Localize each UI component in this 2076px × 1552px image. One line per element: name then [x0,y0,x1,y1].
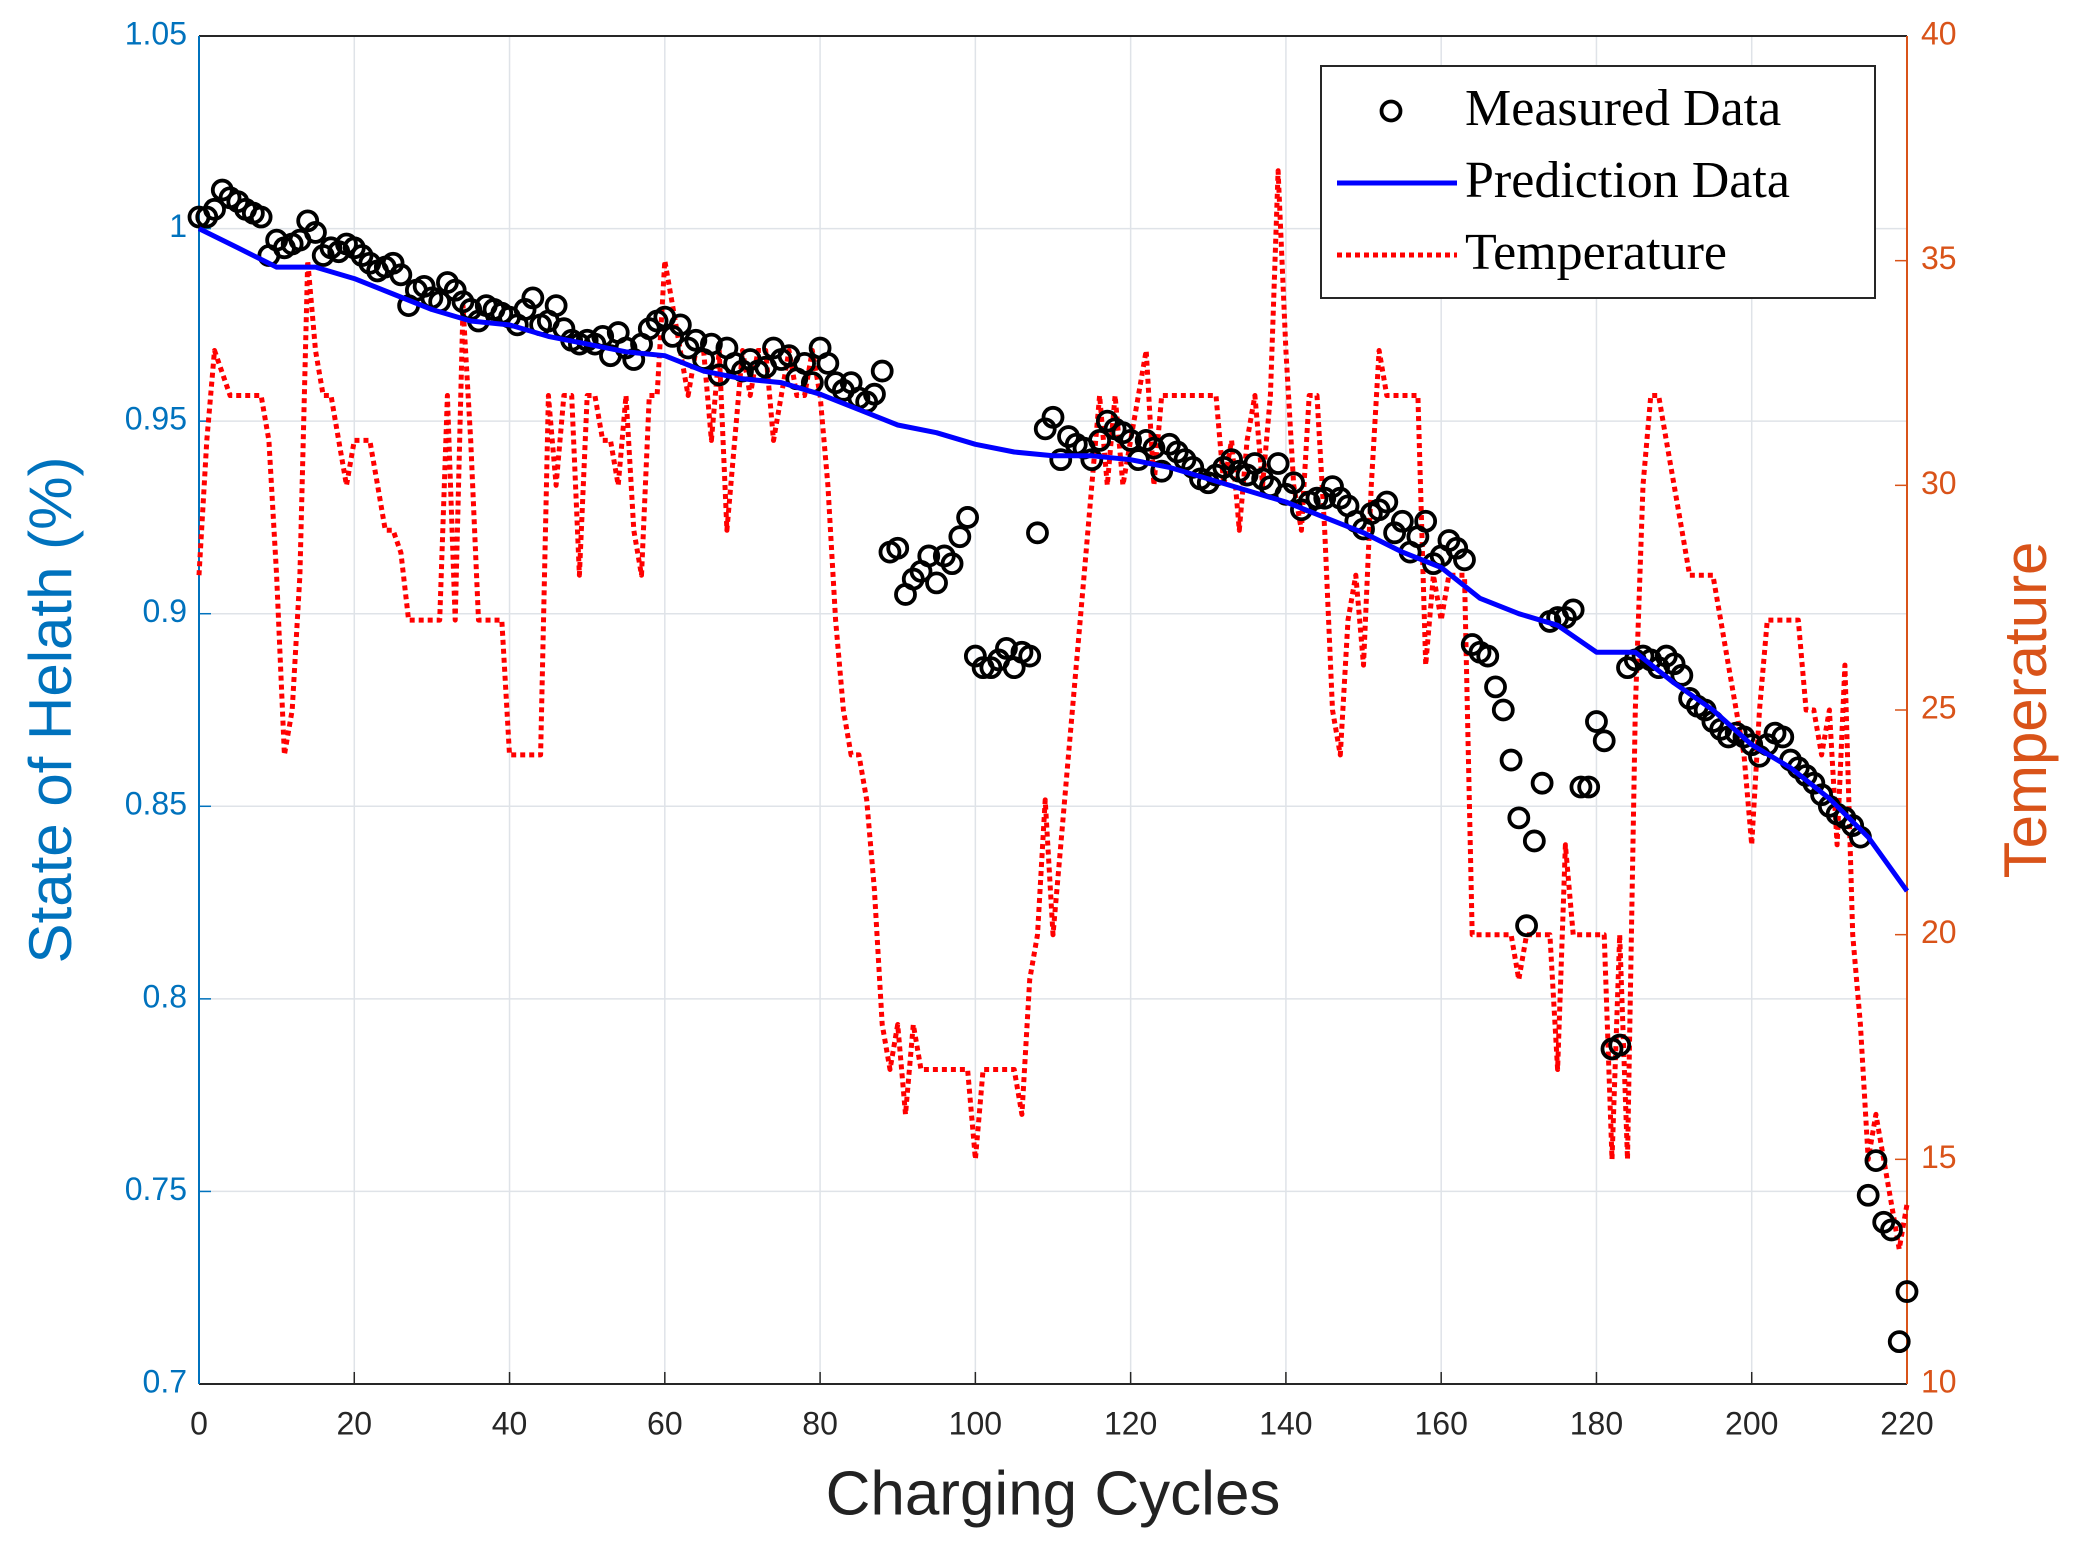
x-tick-label: 20 [336,1405,372,1441]
data-point [1282,471,1306,495]
data-point [1592,729,1616,753]
y2-tick-label: 25 [1921,689,1957,725]
data-point [1266,452,1290,475]
y2-axis-title: Temperature [1992,542,2059,879]
data-point [1856,1183,1880,1207]
data-point [1119,428,1143,452]
data-point [1608,1033,1632,1057]
x-tick-label: 100 [949,1405,1002,1441]
y2-tick-label: 20 [1921,914,1957,950]
y-tick-label: 0.7 [143,1363,187,1399]
data-point [1049,448,1073,472]
y-tick-label: 0.8 [143,978,187,1014]
x-tick-label: 80 [802,1405,838,1441]
x-tick-label: 60 [647,1405,683,1441]
data-point [521,286,545,310]
x-tick-label: 180 [1570,1405,1623,1441]
data-point [1305,486,1329,510]
y-tick-label: 0.75 [125,1171,187,1207]
y2-tick-label: 35 [1921,240,1957,276]
data-point [389,263,413,287]
data-point [668,313,692,337]
data-point [1476,644,1500,668]
data-point [1041,405,1065,429]
legend-text: Prediction Data [1465,152,1790,209]
x-tick-label: 220 [1880,1405,1933,1441]
y-tick-label: 0.95 [125,401,187,437]
y2-tick-label: 10 [1921,1363,1957,1399]
data-point [1390,509,1414,533]
data-point [1522,829,1546,853]
data-point [684,328,708,352]
data-point [793,351,816,375]
data-point [304,221,327,244]
data-point [1507,806,1531,830]
data-point [1026,521,1049,545]
x-tick-label: 140 [1259,1405,1312,1441]
legend-text: Temperature [1465,224,1727,281]
data-point [1771,725,1795,749]
data-point [995,636,1018,660]
data-point [1880,1218,1903,1242]
series-line [196,168,1910,1252]
y-tick-label: 0.9 [143,593,187,629]
data-point [1561,598,1585,622]
legend-text: Measured Data [1465,80,1781,137]
data-point [1150,459,1174,483]
y2-tick-label: 30 [1921,465,1957,501]
y-tick-label: 0.85 [125,786,187,822]
data-point [956,506,979,529]
y-tick-label: 1 [169,208,187,244]
data-point [1887,1330,1911,1354]
x-tick-label: 40 [492,1405,528,1441]
data-point [544,294,568,318]
data-point [886,536,910,560]
data-point [1515,914,1538,938]
data-point [1569,775,1593,799]
x-tick-label: 120 [1104,1405,1157,1441]
data-point [917,544,941,568]
x-tick-label: 200 [1725,1405,1778,1441]
data-point [1491,698,1515,722]
data-point [940,552,964,576]
data-point [1499,748,1523,772]
data-point [1414,509,1438,533]
x-tick-label: 160 [1414,1405,1467,1441]
data-point [1088,428,1111,452]
data-point [863,382,886,406]
y-axis-title: State of Helath (%) [17,457,84,964]
data-point [870,359,894,383]
x-axis-title: Charging Cycles [826,1459,1281,1528]
y2-tick-label: 15 [1921,1139,1957,1175]
data-point [1895,1280,1919,1303]
data-point [1142,436,1166,460]
data-point [1577,775,1601,799]
y2-tick-label: 40 [1921,15,1957,51]
data-point [1530,771,1554,795]
legend-marker [1379,99,1403,123]
data-point [1375,490,1399,514]
data-point [249,205,273,229]
data-point [203,197,226,221]
data-point [1453,548,1476,572]
data-point [1585,710,1608,733]
x-tick-label: 0 [190,1405,208,1441]
series-line [197,226,1910,893]
data-point [925,571,948,595]
data-point [1080,448,1104,472]
data-point [948,525,972,549]
data-point [816,351,840,375]
data-point [1484,675,1507,699]
data-point [1670,663,1694,687]
data-point [1864,1149,1888,1173]
y-tick-label: 1.05 [125,15,187,51]
data-point [1018,644,1042,668]
data-point [700,332,723,356]
